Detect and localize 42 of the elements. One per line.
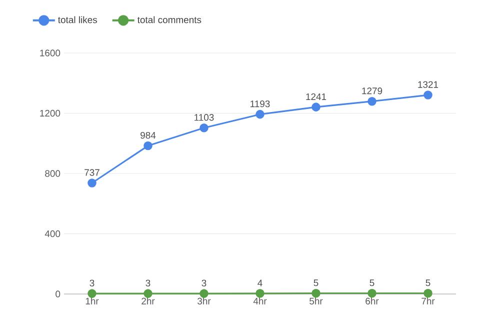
point bbox=[88, 289, 96, 298]
point bbox=[200, 123, 208, 132]
data-label: 1103 bbox=[194, 114, 214, 121]
data-label: 984 bbox=[140, 132, 156, 139]
data-label: 5 bbox=[370, 280, 374, 286]
x-tick-label: 6hr bbox=[366, 298, 379, 304]
x-tick-label: 4hr bbox=[253, 298, 267, 304]
x-tick-label: 1hr bbox=[86, 298, 99, 304]
y-tick-label: 800 bbox=[45, 170, 60, 177]
x-tick-label: 5hr bbox=[310, 298, 323, 304]
x-tick-label: 3hr bbox=[198, 298, 211, 304]
data-label: 5 bbox=[314, 280, 318, 286]
point bbox=[368, 96, 376, 106]
data-label: 3 bbox=[90, 280, 94, 286]
data-label: 1193 bbox=[250, 100, 270, 108]
point bbox=[200, 289, 208, 298]
point bbox=[312, 102, 320, 112]
data-label: 3 bbox=[202, 280, 206, 286]
data-label: 3 bbox=[146, 280, 150, 286]
data-label: 1279 bbox=[362, 88, 382, 94]
point bbox=[256, 288, 264, 298]
point bbox=[144, 289, 152, 298]
y-tick-label: 0 bbox=[56, 290, 60, 298]
point bbox=[88, 178, 96, 188]
data-label: 1321 bbox=[418, 81, 438, 88]
point bbox=[424, 288, 432, 298]
x-tick-label: 2hr bbox=[142, 298, 155, 304]
point bbox=[144, 141, 152, 150]
data-label: 737 bbox=[84, 169, 100, 176]
x-tick-label: 7hr bbox=[422, 298, 435, 304]
y-tick-label: 1600 bbox=[40, 50, 60, 56]
data-label: 4 bbox=[258, 280, 262, 286]
legend-label: total comments bbox=[137, 16, 202, 24]
point bbox=[368, 288, 376, 298]
point bbox=[312, 288, 320, 298]
point bbox=[424, 90, 432, 100]
point bbox=[256, 110, 264, 119]
data-label: 5 bbox=[426, 280, 430, 286]
y-tick-label: 400 bbox=[44, 230, 60, 238]
data-label: 1241 bbox=[306, 93, 326, 100]
legend-label: total likes bbox=[58, 16, 97, 24]
y-tick-label: 1200 bbox=[40, 110, 60, 117]
